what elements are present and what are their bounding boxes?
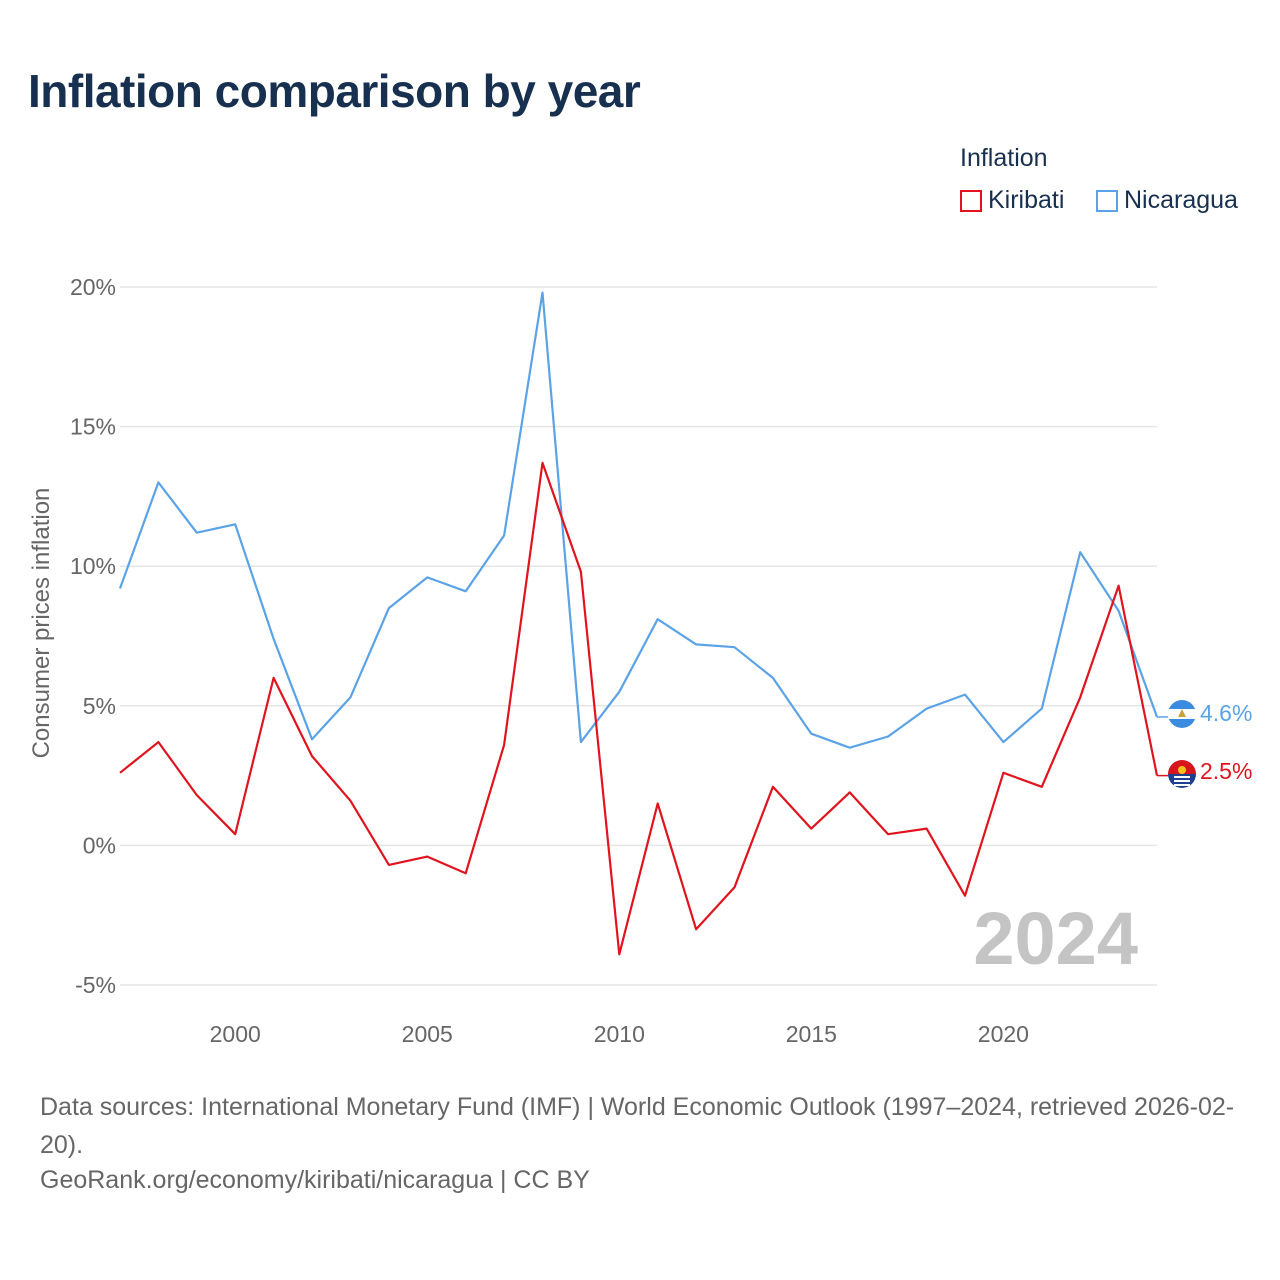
data-source-text: Data sources: International Monetary Fun… — [40, 1093, 1235, 1159]
year-watermark: 2024 — [973, 897, 1138, 980]
legend-label-nicaragua: Nicaragua — [1124, 186, 1238, 214]
kiribati-flag-icon — [1168, 760, 1196, 788]
x-tick-label: 2005 — [402, 1021, 453, 1047]
end-label-nicaragua: 4.6% — [1200, 700, 1253, 726]
y-tick-labels: -5% 0% 5% 10% 15% 20% — [70, 274, 116, 998]
legend-item-kiribati[interactable]: Kiribati — [960, 186, 1064, 215]
y-axis-label: Consumer prices inflation — [28, 487, 55, 759]
y-tick-label: 10% — [70, 553, 116, 579]
y-tick-label: 20% — [70, 274, 116, 300]
series-lines — [118, 291, 1168, 956]
legend-swatch-kiribati — [960, 189, 982, 212]
legend-title: Inflation — [960, 144, 1048, 172]
nicaragua-flag-icon — [1168, 700, 1196, 728]
source-url-text: GeoRank.org/economy/kiribati/nicaragua |… — [40, 1166, 590, 1194]
legend-swatch-nicaragua — [1096, 189, 1118, 212]
x-tick-label: 2000 — [210, 1021, 261, 1047]
legend-item-nicaragua[interactable]: Nicaragua — [1096, 186, 1238, 215]
y-tick-label: 5% — [83, 693, 116, 719]
y-tick-label: 15% — [70, 414, 116, 440]
x-tick-label: 2010 — [594, 1021, 645, 1047]
chart-title: Inflation comparison by year — [28, 65, 641, 117]
x-tick-label: 2015 — [786, 1021, 837, 1047]
x-tick-labels: 2000 2005 2010 2015 2020 — [210, 1021, 1029, 1047]
end-label-kiribati: 2.5% — [1200, 758, 1253, 784]
y-tick-label: 0% — [83, 832, 116, 858]
series-line-nicaragua[interactable] — [118, 291, 1159, 749]
x-tick-label: 2020 — [978, 1021, 1029, 1047]
series-line-kiribati[interactable] — [119, 461, 1159, 956]
y-tick-label: -5% — [75, 972, 116, 998]
legend-label-kiribati: Kiribati — [988, 186, 1065, 214]
grid-lines — [120, 286, 1157, 986]
